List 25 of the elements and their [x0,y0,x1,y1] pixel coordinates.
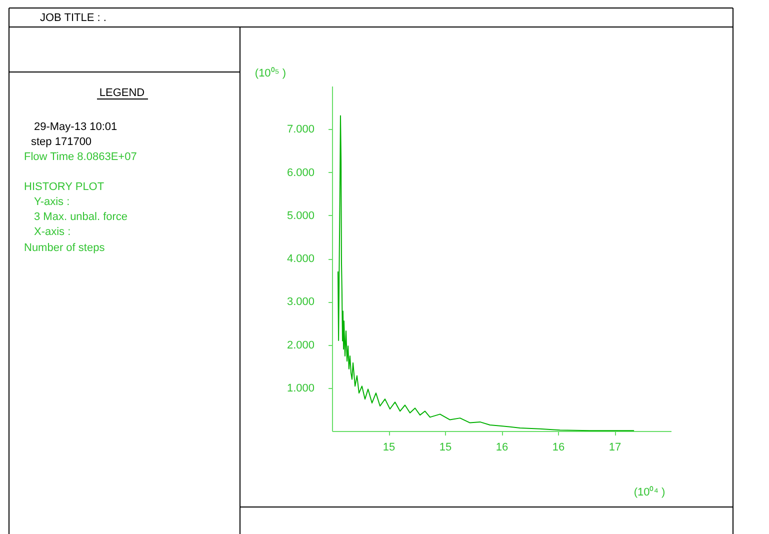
text: Number of steps [24,242,106,254]
x-tick-label: 15 [382,442,396,454]
y-tick-label: 5.000 [286,210,314,222]
x-tick-label: 16 [552,442,565,454]
text: JOB TITLE : . [40,12,106,24]
line-series [337,115,635,432]
x-axis-title: (10⁰⁴ ) [634,486,666,498]
y-tick-label: 2.000 [286,339,314,352]
text: Flow Time 8.0863E+07 [24,151,137,163]
y-tick-label: 7.000 [286,124,314,136]
y-tick-label: 1.000 [286,382,314,394]
x-tick-label: 16 [496,442,508,454]
y-tick-label: 4.000 [286,253,314,265]
text: Y-axis : [34,196,70,208]
y-tick-label: 6.000 [286,166,314,179]
text: 29-May-13 10:01 [34,121,118,133]
text: step 171700 [31,136,92,148]
y-tick-label: 3.000 [286,296,314,308]
text: LEGEND [99,87,145,99]
text: HISTORY PLOT [24,181,104,193]
x-tick-label: 17 [608,442,622,454]
x-tick-label: 15 [439,442,452,454]
text: 3 Max. unbal. force [34,211,128,223]
y-axis-title: (10⁰⁵ ) [254,66,286,80]
text: X-axis : [34,226,71,238]
